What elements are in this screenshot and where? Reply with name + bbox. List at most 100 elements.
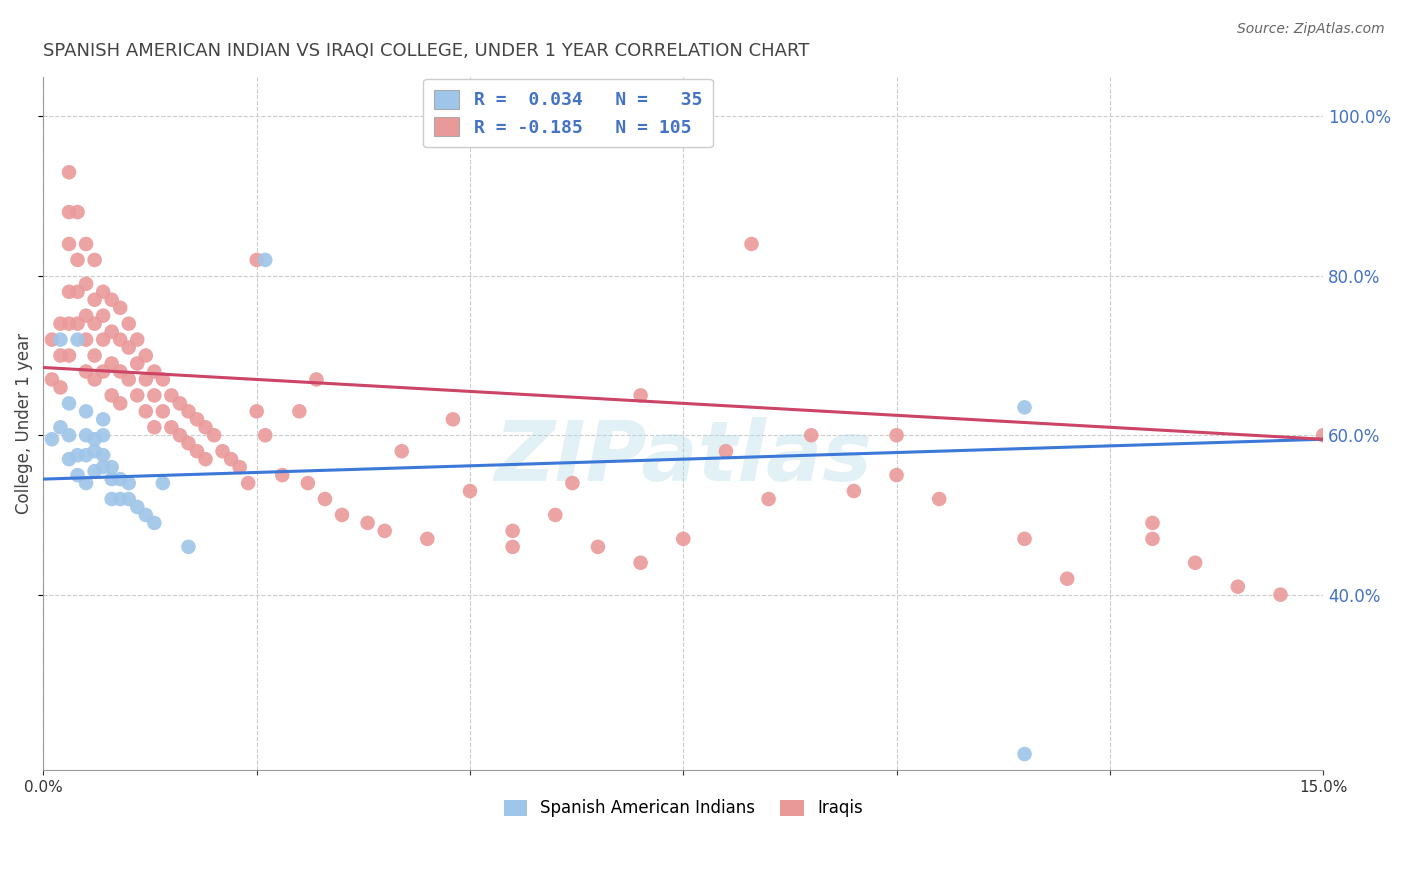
- Point: [288, 404, 311, 418]
- Point: [561, 476, 583, 491]
- Point: [75, 277, 97, 291]
- Point: [91, 333, 114, 347]
- Point: [714, 444, 737, 458]
- Point: [41, 432, 63, 446]
- Point: [127, 500, 149, 514]
- Point: [49, 317, 72, 331]
- Point: [1014, 747, 1036, 761]
- Point: [928, 491, 950, 506]
- Point: [330, 508, 353, 522]
- Point: [314, 491, 336, 506]
- Point: [1014, 532, 1036, 546]
- Point: [83, 293, 105, 307]
- Point: [169, 428, 191, 442]
- Point: [83, 432, 105, 446]
- Point: [118, 372, 141, 386]
- Point: [49, 349, 72, 363]
- Point: [1142, 532, 1164, 546]
- Point: [66, 252, 89, 267]
- Point: [100, 357, 122, 371]
- Point: [238, 476, 260, 491]
- Point: [186, 444, 208, 458]
- Point: [75, 448, 97, 462]
- Point: [143, 388, 166, 402]
- Point: [58, 452, 80, 467]
- Point: [842, 483, 865, 498]
- Point: [91, 309, 114, 323]
- Point: [66, 317, 89, 331]
- Point: [91, 460, 114, 475]
- Point: [75, 333, 97, 347]
- Point: [83, 349, 105, 363]
- Point: [758, 491, 780, 506]
- Point: [100, 460, 122, 475]
- Point: [143, 420, 166, 434]
- Point: [127, 357, 149, 371]
- Point: [800, 428, 823, 442]
- Point: [502, 524, 524, 538]
- Point: [169, 396, 191, 410]
- Point: [100, 472, 122, 486]
- Point: [91, 448, 114, 462]
- Point: [586, 540, 609, 554]
- Point: [441, 412, 464, 426]
- Point: [75, 476, 97, 491]
- Point: [83, 444, 105, 458]
- Point: [630, 388, 652, 402]
- Point: [194, 452, 217, 467]
- Point: [58, 205, 80, 219]
- Point: [886, 428, 908, 442]
- Point: [374, 524, 396, 538]
- Point: [177, 540, 200, 554]
- Point: [108, 396, 131, 410]
- Point: [58, 428, 80, 442]
- Point: [58, 237, 80, 252]
- Point: [41, 372, 63, 386]
- Point: [135, 349, 157, 363]
- Point: [219, 452, 242, 467]
- Point: [152, 404, 174, 418]
- Point: [118, 341, 141, 355]
- Point: [1142, 516, 1164, 530]
- Point: [75, 364, 97, 378]
- Point: [458, 483, 481, 498]
- Point: [211, 444, 233, 458]
- Point: [49, 333, 72, 347]
- Point: [100, 388, 122, 402]
- Point: [152, 372, 174, 386]
- Text: ZIPatlas: ZIPatlas: [495, 417, 872, 499]
- Point: [41, 333, 63, 347]
- Point: [118, 491, 141, 506]
- Point: [254, 252, 277, 267]
- Point: [160, 420, 183, 434]
- Point: [1226, 580, 1249, 594]
- Point: [100, 293, 122, 307]
- Point: [58, 396, 80, 410]
- Point: [83, 252, 105, 267]
- Point: [177, 436, 200, 450]
- Point: [108, 491, 131, 506]
- Point: [91, 285, 114, 299]
- Point: [246, 404, 269, 418]
- Text: Source: ZipAtlas.com: Source: ZipAtlas.com: [1237, 22, 1385, 37]
- Point: [202, 428, 225, 442]
- Point: [672, 532, 695, 546]
- Point: [143, 364, 166, 378]
- Point: [194, 420, 217, 434]
- Point: [228, 460, 250, 475]
- Point: [186, 412, 208, 426]
- Point: [66, 205, 89, 219]
- Point: [66, 333, 89, 347]
- Point: [83, 372, 105, 386]
- Point: [91, 364, 114, 378]
- Point: [135, 508, 157, 522]
- Point: [1014, 401, 1036, 415]
- Point: [544, 508, 567, 522]
- Point: [83, 464, 105, 478]
- Point: [75, 309, 97, 323]
- Text: SPANISH AMERICAN INDIAN VS IRAQI COLLEGE, UNDER 1 YEAR CORRELATION CHART: SPANISH AMERICAN INDIAN VS IRAQI COLLEGE…: [44, 42, 810, 60]
- Point: [91, 428, 114, 442]
- Point: [66, 468, 89, 483]
- Point: [160, 388, 183, 402]
- Point: [66, 285, 89, 299]
